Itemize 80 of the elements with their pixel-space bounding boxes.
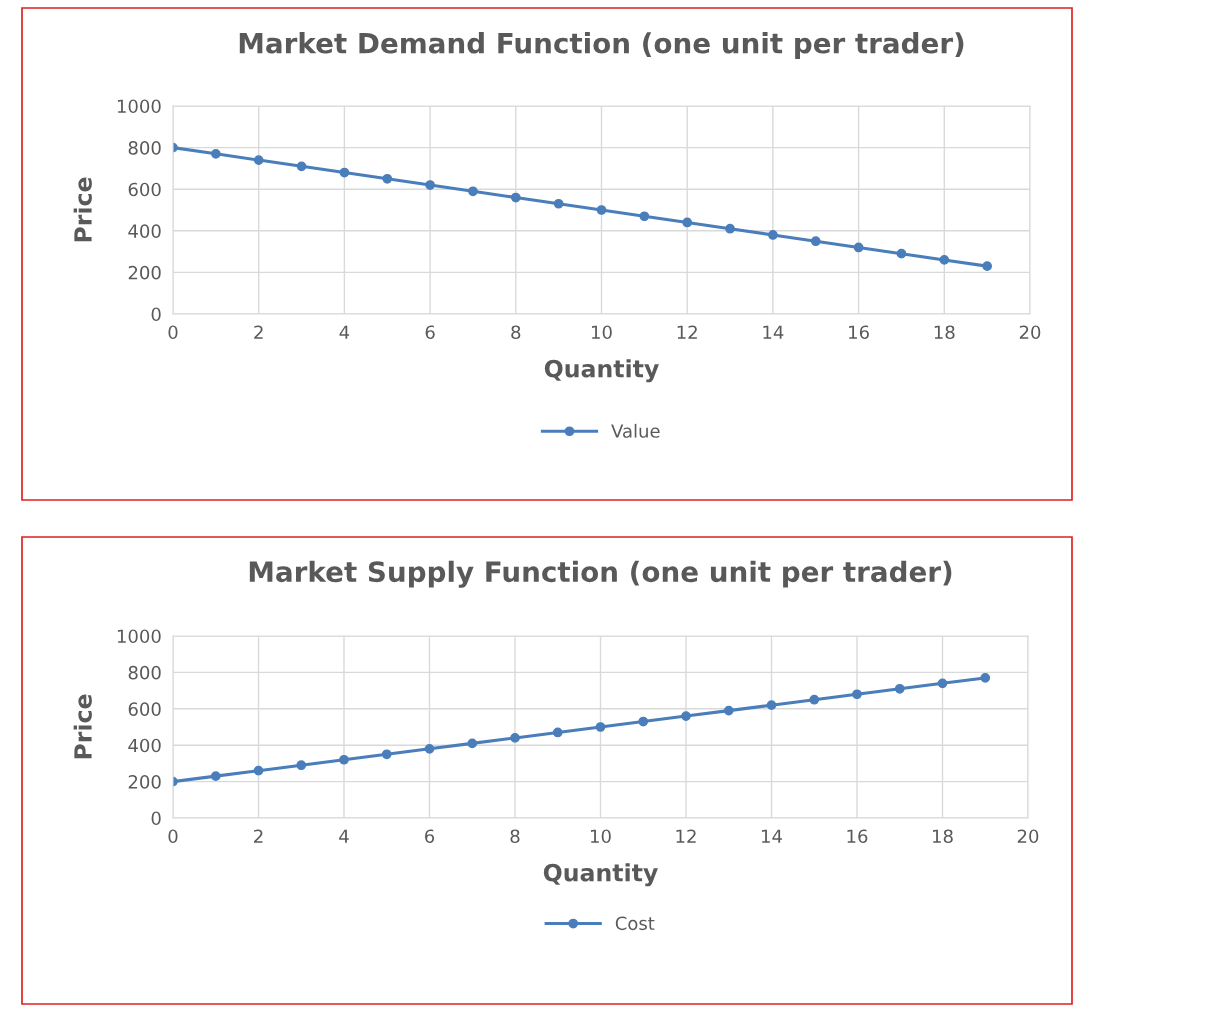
y-axis-title: Price	[73, 177, 92, 242]
point	[639, 211, 650, 222]
point	[638, 716, 649, 727]
x-tick-label: 10	[591, 829, 611, 844]
chart-title: Market Demand Function (one unit per trader)	[239, 32, 964, 59]
point	[253, 155, 264, 165]
point	[339, 754, 349, 765]
y-tick-label: 800	[128, 665, 161, 680]
point	[853, 242, 864, 253]
point	[852, 689, 862, 700]
x-tick-label: 14	[763, 325, 784, 339]
point	[982, 261, 993, 272]
y-tick-label: 400	[128, 224, 161, 238]
y-tick-label: 600	[128, 182, 161, 197]
point	[894, 683, 905, 694]
point	[809, 694, 820, 705]
point	[425, 180, 435, 190]
point	[468, 186, 478, 197]
y-tick-label: 1000	[117, 99, 161, 114]
x-tick-label: 0	[168, 325, 178, 340]
y-tick-label: 1000	[117, 629, 161, 644]
x-axis-title: Quantity	[544, 359, 659, 383]
x-tick-label: 10	[592, 325, 612, 340]
y-tick-label: 400	[128, 738, 161, 753]
point	[896, 248, 907, 259]
point	[723, 705, 734, 716]
point	[937, 678, 948, 689]
x-tick-label: 2	[254, 829, 263, 843]
x-tick-label: 20	[1017, 829, 1039, 844]
point	[553, 198, 564, 209]
point	[253, 765, 264, 776]
x-tick-label: 20	[1019, 325, 1041, 340]
point	[467, 738, 478, 749]
point	[510, 733, 520, 743]
y-axis-title: Price	[73, 694, 92, 759]
x-tick-label: 6	[425, 829, 435, 844]
legend-label: Value	[611, 423, 660, 438]
point	[768, 230, 778, 240]
x-tick-label: 4	[339, 325, 350, 339]
x-axis-title: Quantity	[543, 863, 658, 887]
x-tick-label: 12	[676, 829, 696, 843]
point	[682, 217, 693, 228]
x-tick-label: 0	[168, 829, 178, 844]
x-tick-label: 6	[425, 325, 435, 340]
point	[510, 192, 521, 203]
point	[296, 161, 307, 172]
x-tick-label: 18	[933, 829, 953, 844]
x-tick-label: 12	[677, 325, 697, 339]
x-tick-label: 4	[339, 829, 349, 843]
legend-label: Cost	[615, 916, 655, 931]
point	[381, 749, 392, 760]
y-tick-label: 0	[151, 811, 161, 826]
y-tick-label: 0	[151, 307, 161, 322]
x-tick-label: 8	[510, 829, 520, 844]
point	[810, 236, 821, 247]
y-tick-label: 800	[128, 141, 161, 155]
point	[552, 727, 563, 738]
y-tick-label: 600	[128, 702, 161, 716]
y-tick-label: 200	[128, 265, 161, 280]
point	[382, 173, 393, 184]
point	[596, 205, 607, 215]
x-tick-label: 14	[762, 829, 782, 843]
y-tick-label: 200	[128, 775, 161, 789]
point	[339, 167, 350, 178]
point	[725, 223, 735, 234]
point	[939, 255, 950, 265]
point	[595, 722, 606, 732]
point	[210, 771, 221, 782]
x-tick-label: 18	[934, 325, 955, 340]
point	[980, 672, 991, 683]
point	[766, 700, 777, 711]
point	[296, 760, 307, 771]
x-tick-label: 16	[847, 829, 868, 844]
point	[424, 743, 435, 754]
point	[210, 148, 221, 159]
x-tick-label: 2	[254, 325, 263, 339]
point	[681, 711, 691, 721]
chart-title: Market Supply Function (one unit per trader)	[249, 560, 952, 588]
x-tick-label: 16	[849, 325, 869, 340]
x-tick-label: 8	[511, 325, 521, 340]
